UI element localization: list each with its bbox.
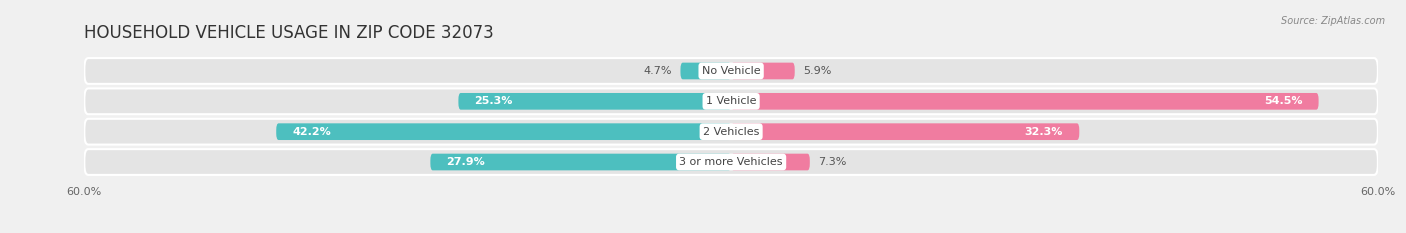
FancyBboxPatch shape [84,149,1378,175]
FancyBboxPatch shape [731,123,1080,140]
Text: Source: ZipAtlas.com: Source: ZipAtlas.com [1281,16,1385,26]
Text: 4.7%: 4.7% [644,66,672,76]
FancyBboxPatch shape [731,63,794,79]
Text: 1 Vehicle: 1 Vehicle [706,96,756,106]
FancyBboxPatch shape [458,93,731,110]
Text: 7.3%: 7.3% [818,157,846,167]
Text: 5.9%: 5.9% [803,66,832,76]
FancyBboxPatch shape [84,58,1378,84]
FancyBboxPatch shape [430,154,731,170]
FancyBboxPatch shape [84,119,1378,144]
FancyBboxPatch shape [84,89,1378,114]
Text: 25.3%: 25.3% [475,96,513,106]
Text: 54.5%: 54.5% [1264,96,1302,106]
Legend: Owner-occupied, Renter-occupied: Owner-occupied, Renter-occupied [606,232,856,233]
Text: 3 or more Vehicles: 3 or more Vehicles [679,157,783,167]
Text: No Vehicle: No Vehicle [702,66,761,76]
FancyBboxPatch shape [681,63,731,79]
Text: 42.2%: 42.2% [292,127,332,137]
Text: 27.9%: 27.9% [447,157,485,167]
FancyBboxPatch shape [731,154,810,170]
Text: 32.3%: 32.3% [1025,127,1063,137]
Text: HOUSEHOLD VEHICLE USAGE IN ZIP CODE 32073: HOUSEHOLD VEHICLE USAGE IN ZIP CODE 3207… [84,24,494,42]
FancyBboxPatch shape [276,123,731,140]
FancyBboxPatch shape [731,93,1319,110]
Text: 2 Vehicles: 2 Vehicles [703,127,759,137]
